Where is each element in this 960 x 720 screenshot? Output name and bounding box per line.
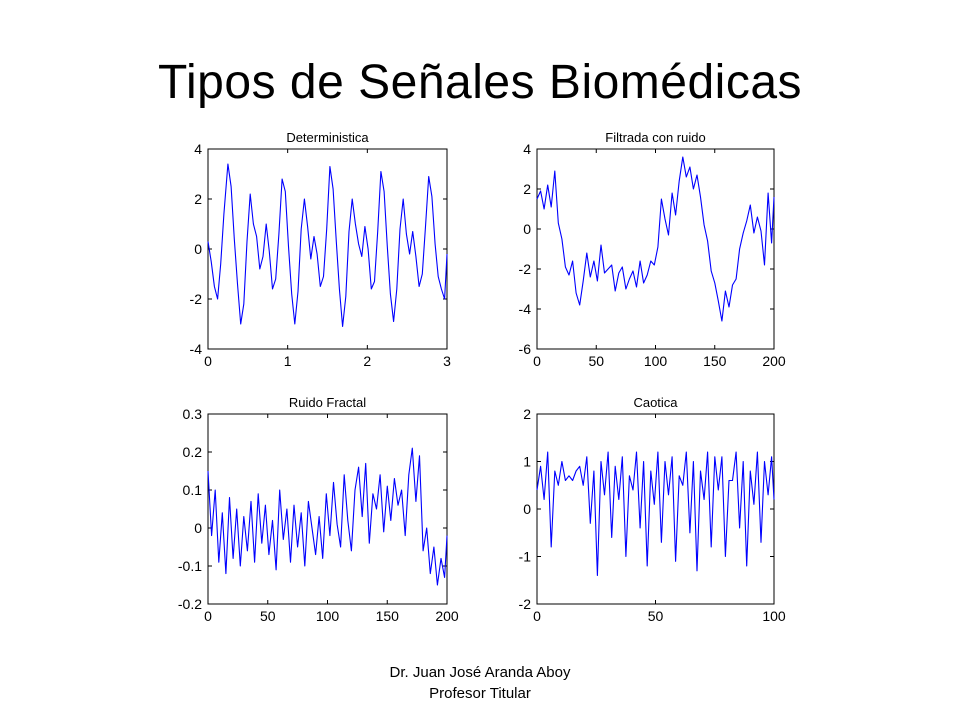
- slide-title: Tipos de Señales Biomédicas: [157, 56, 803, 109]
- y-tick-label-caotica: 0: [523, 501, 531, 517]
- x-tick-label-filtrada: 100: [644, 353, 668, 369]
- axes-box-deterministica: [207, 148, 448, 350]
- y-tick-label-deterministica: 4: [194, 141, 202, 157]
- x-tick-label-ruido-fractal: 200: [435, 608, 459, 624]
- y-tick-label-ruido-fractal: 0.3: [183, 406, 203, 422]
- y-tick-label-deterministica: -4: [190, 341, 203, 357]
- footer: Dr. Juan José Aranda Aboy Profesor Titul…: [0, 662, 960, 704]
- y-tick-label-deterministica: -2: [190, 291, 203, 307]
- y-tick-label-filtrada: -2: [519, 261, 532, 277]
- x-tick-label-filtrada: 50: [588, 353, 604, 369]
- y-tick-label-filtrada: 4: [523, 141, 531, 157]
- x-tick-label-filtrada: 150: [703, 353, 727, 369]
- figure-panel: Deterministica 0 1 2 3 -4 -2 0 2 4 Filtrada con ru…: [160, 128, 800, 628]
- y-tick-label-caotica: -1: [519, 549, 532, 565]
- x-tick-label-deterministica: 2: [363, 353, 371, 369]
- x-tick-label-filtrada: 200: [762, 353, 786, 369]
- chart-ruido-fractal: Ruido Fractal 0 50 100 150 200 -0.2 -0.1 0 0.1 0.2…: [178, 395, 459, 624]
- x-tick-label-ruido-fractal: 150: [376, 608, 400, 624]
- author-name: Dr. Juan José Aranda Aboy: [389, 664, 571, 681]
- y-tick-label-filtrada: -4: [519, 301, 532, 317]
- y-tick-label-ruido-fractal: -0.2: [178, 596, 202, 612]
- y-tick-label-deterministica: 2: [194, 191, 202, 207]
- y-tick-label-filtrada: -6: [519, 341, 532, 357]
- x-tick-label-ruido-fractal: 50: [260, 608, 276, 624]
- chart-filtrada: Filtrada con ruido 0 50 100 150 200 -6 -4 -2 0 2 4: [519, 130, 786, 369]
- y-tick-label-caotica: 2: [523, 406, 531, 422]
- y-tick-label-filtrada: 2: [523, 181, 531, 197]
- chart-caotica: Caotica 0 50 100 -2 -1 0 1 2: [519, 395, 786, 624]
- series-line-deterministica: [207, 163, 448, 328]
- x-tick-label-deterministica: 1: [284, 353, 292, 369]
- y-tick-label-ruido-fractal: 0.2: [183, 444, 203, 460]
- y-tick-label-ruido-fractal: 0.1: [183, 482, 203, 498]
- series-line-ruido-fractal: [207, 447, 448, 586]
- chart-deterministica: Deterministica 0 1 2 3 -4 -2 0 2 4: [190, 130, 452, 369]
- series-line-filtrada: [536, 156, 775, 322]
- y-tick-label-ruido-fractal: 0: [194, 520, 202, 536]
- x-tick-label-filtrada: 0: [533, 353, 541, 369]
- series-line-caotica: [536, 451, 775, 577]
- y-tick-label-deterministica: 0: [194, 241, 202, 257]
- axes-box-filtrada: [536, 148, 775, 350]
- y-tick-label-caotica: -2: [519, 596, 532, 612]
- y-tick-label-ruido-fractal: -0.1: [178, 558, 202, 574]
- x-tick-label-caotica: 0: [533, 608, 541, 624]
- x-tick-label-deterministica: 3: [443, 353, 451, 369]
- x-tick-label-caotica: 50: [648, 608, 664, 624]
- x-tick-label-ruido-fractal: 0: [204, 608, 212, 624]
- chart-title-caotica: Caotica: [633, 395, 678, 410]
- chart-title-ruido-fractal: Ruido Fractal: [289, 395, 366, 410]
- y-tick-label-caotica: 1: [523, 454, 531, 470]
- x-tick-label-ruido-fractal: 100: [316, 608, 340, 624]
- chart-title-filtrada: Filtrada con ruido: [605, 130, 705, 145]
- y-tick-label-filtrada: 0: [523, 221, 531, 237]
- author-position: Profesor Titular: [429, 685, 531, 702]
- chart-title-deterministica: Deterministica: [286, 130, 369, 145]
- x-tick-label-deterministica: 0: [204, 353, 212, 369]
- x-tick-label-caotica: 100: [762, 608, 786, 624]
